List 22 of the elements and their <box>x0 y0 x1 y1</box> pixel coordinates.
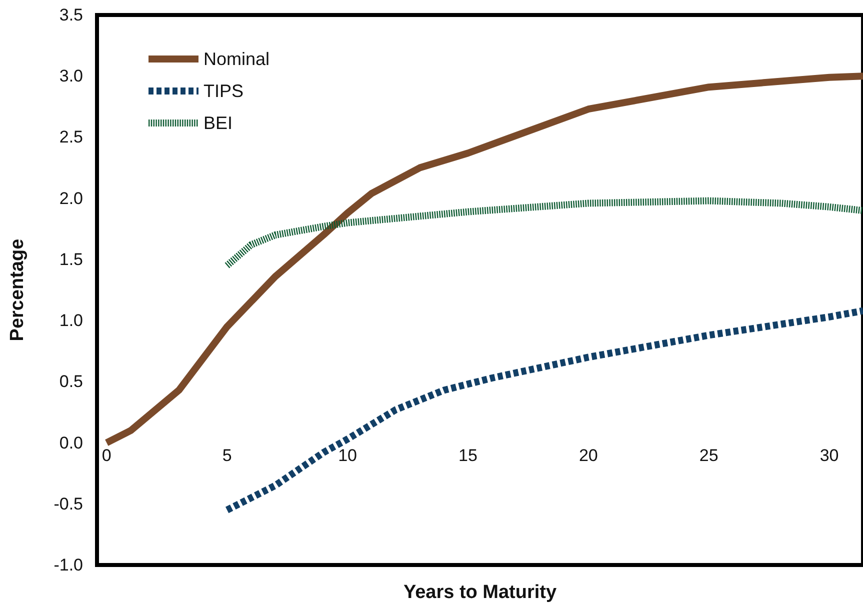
y-axis-title: Percentage <box>7 238 28 342</box>
y-tick-label: 1.0 <box>59 311 83 330</box>
y-tick-label: 0.0 <box>59 433 83 452</box>
legend-label: Nominal <box>204 49 270 69</box>
x-tick-label: 5 <box>222 446 232 466</box>
x-tick-label: 25 <box>699 446 718 466</box>
y-tick-label: 2.5 <box>59 128 83 147</box>
y-tick-label: 1.5 <box>59 250 83 269</box>
legend-label: BEI <box>204 113 233 133</box>
y-tick-label: -1.0 <box>54 556 83 574</box>
y-tick-label: 3.5 <box>59 6 83 24</box>
x-tick-label: 10 <box>338 446 357 466</box>
y-tick-label: 3.0 <box>59 66 83 86</box>
x-tick-label: 20 <box>578 446 598 466</box>
y-tick-label: 0.5 <box>59 372 83 392</box>
legend-label: TIPS <box>204 81 244 101</box>
y-tick-label: -0.5 <box>54 494 83 514</box>
x-tick-label: 0 <box>102 446 112 466</box>
x-axis-title: Years to Maturity <box>403 582 557 603</box>
x-tick-label: 30 <box>820 446 839 466</box>
x-tick-label: 15 <box>458 446 478 466</box>
y-tick-label: 2.0 <box>59 188 83 208</box>
